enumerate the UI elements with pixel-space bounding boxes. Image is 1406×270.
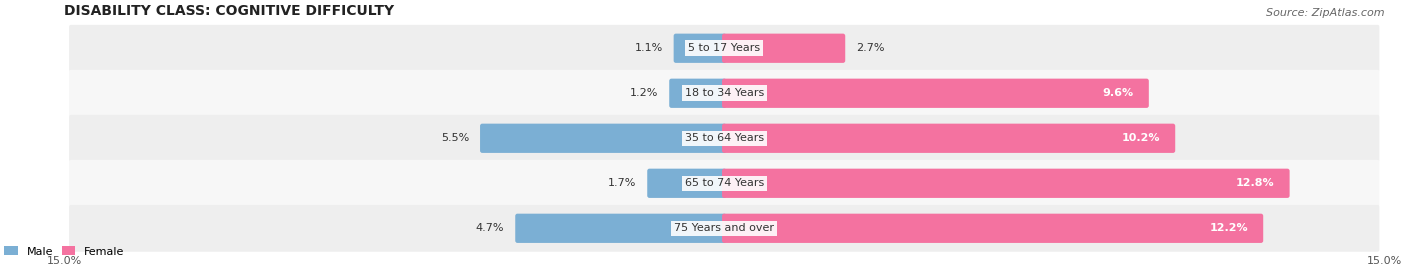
Text: 4.7%: 4.7% bbox=[475, 223, 505, 233]
FancyBboxPatch shape bbox=[515, 214, 727, 243]
Text: 1.7%: 1.7% bbox=[607, 178, 637, 188]
FancyBboxPatch shape bbox=[69, 205, 1379, 252]
FancyBboxPatch shape bbox=[723, 169, 1289, 198]
Text: 1.1%: 1.1% bbox=[634, 43, 662, 53]
Text: 2.7%: 2.7% bbox=[856, 43, 884, 53]
FancyBboxPatch shape bbox=[723, 124, 1175, 153]
Text: 5.5%: 5.5% bbox=[441, 133, 470, 143]
Text: 5 to 17 Years: 5 to 17 Years bbox=[688, 43, 761, 53]
Text: 12.8%: 12.8% bbox=[1236, 178, 1274, 188]
Text: Source: ZipAtlas.com: Source: ZipAtlas.com bbox=[1267, 8, 1385, 18]
Text: 9.6%: 9.6% bbox=[1102, 88, 1133, 98]
FancyBboxPatch shape bbox=[69, 25, 1379, 72]
Text: 18 to 34 Years: 18 to 34 Years bbox=[685, 88, 763, 98]
FancyBboxPatch shape bbox=[723, 214, 1263, 243]
FancyBboxPatch shape bbox=[723, 34, 845, 63]
Text: 65 to 74 Years: 65 to 74 Years bbox=[685, 178, 763, 188]
Text: 10.2%: 10.2% bbox=[1122, 133, 1160, 143]
FancyBboxPatch shape bbox=[723, 79, 1149, 108]
FancyBboxPatch shape bbox=[69, 70, 1379, 117]
FancyBboxPatch shape bbox=[479, 124, 727, 153]
FancyBboxPatch shape bbox=[669, 79, 727, 108]
FancyBboxPatch shape bbox=[647, 169, 727, 198]
FancyBboxPatch shape bbox=[69, 160, 1379, 207]
Text: 12.2%: 12.2% bbox=[1209, 223, 1247, 233]
Text: 35 to 64 Years: 35 to 64 Years bbox=[685, 133, 763, 143]
Text: DISABILITY CLASS: COGNITIVE DIFFICULTY: DISABILITY CLASS: COGNITIVE DIFFICULTY bbox=[65, 4, 395, 18]
Text: 1.2%: 1.2% bbox=[630, 88, 658, 98]
FancyBboxPatch shape bbox=[69, 115, 1379, 162]
Legend: Male, Female: Male, Female bbox=[4, 246, 124, 257]
FancyBboxPatch shape bbox=[673, 34, 727, 63]
Text: 75 Years and over: 75 Years and over bbox=[675, 223, 775, 233]
